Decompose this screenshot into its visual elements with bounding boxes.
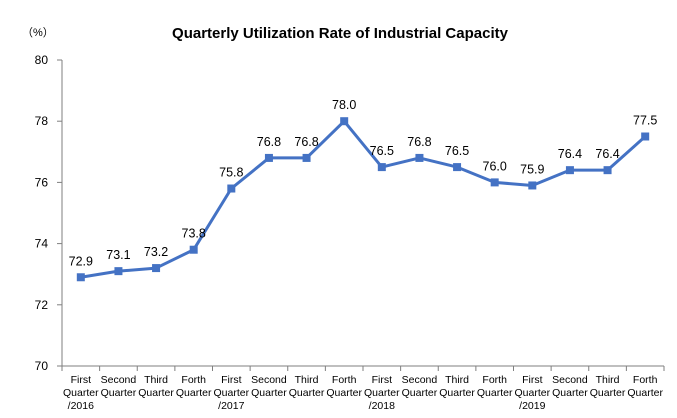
data-label: 72.9 (69, 254, 93, 268)
data-point (528, 181, 537, 190)
data-label: 73.2 (144, 245, 168, 259)
x-tick-label-line: /2017 (218, 400, 244, 412)
data-label: 76.8 (257, 135, 281, 149)
data-point (377, 163, 386, 172)
data-point (264, 153, 273, 162)
x-tick-label-line: First (71, 374, 91, 386)
x-tick-label-line: Quarter (176, 387, 212, 399)
data-labels: 72.9 73.1 73.2 73.8 75.8 76.8 76.8 78.0 76.5 76.8… (69, 98, 658, 268)
data-point (340, 117, 349, 126)
x-tick-label-line: Quarter (402, 387, 438, 399)
data-label: 76.4 (558, 147, 582, 161)
data-point (603, 166, 612, 175)
x-tick-label-line: Quarter (251, 387, 287, 399)
y-tick-label: 76 (35, 175, 49, 189)
y-tick-label: 80 (35, 53, 49, 67)
x-tick-label-line: Quarter (289, 387, 325, 399)
chart-title: Quarterly Utilization Rate of Industrial… (172, 25, 509, 42)
x-tick-label-line: Third (144, 374, 168, 386)
x-tick-label-line: /2016 (68, 400, 94, 412)
x-tick-label-line: Quarter (326, 387, 362, 399)
x-tick-label-line: Forth (633, 374, 658, 386)
x-tick-label-line: Quarter (439, 387, 475, 399)
x-tick-label-line: Forth (332, 374, 357, 386)
data-point (302, 153, 311, 162)
data-label: 75.8 (219, 166, 243, 180)
x-tick-label-line: Quarter (515, 387, 551, 399)
x-tick-label-line: Quarter (63, 387, 99, 399)
x-tick-label-line: Third (295, 374, 319, 386)
x-tick-label-line: Quarter (138, 387, 174, 399)
x-tick-label-line: Quarter (214, 387, 250, 399)
y-tick-label: 72 (35, 298, 49, 312)
chart-axes (61, 60, 664, 367)
x-tick-label-line: First (522, 374, 542, 386)
x-axis-ticks: FirstQuarter/2016SecondQuarterThirdQuart… (61, 366, 665, 412)
data-point (227, 184, 236, 193)
x-tick-label-line: Second (101, 374, 137, 386)
x-tick-label-line: /2019 (519, 400, 545, 412)
y-tick-label: 70 (35, 359, 49, 373)
x-tick-label-line: Forth (181, 374, 206, 386)
data-label: 75.9 (520, 162, 544, 176)
x-tick-label-line: Forth (482, 374, 507, 386)
data-point (565, 166, 574, 175)
data-label: 76.8 (294, 135, 318, 149)
data-point (490, 178, 499, 187)
data-label: 76.0 (483, 159, 507, 173)
data-label: 76.8 (407, 135, 431, 149)
x-tick-label-line: Second (402, 374, 438, 386)
y-tick-label: 78 (35, 114, 49, 128)
data-label: 78.0 (332, 98, 356, 112)
data-label: 73.1 (106, 248, 130, 262)
data-label: 76.4 (595, 147, 619, 161)
x-tick-label-line: Quarter (590, 387, 626, 399)
data-label: 73.8 (182, 227, 206, 241)
data-point (641, 132, 650, 141)
data-point (189, 245, 198, 254)
y-axis-ticks: 70 72 74 76 78 80 (35, 53, 62, 373)
x-tick-label-line: Second (552, 374, 588, 386)
x-tick-label-line: Second (251, 374, 287, 386)
x-tick-label-line: Third (596, 374, 620, 386)
data-point (453, 163, 462, 172)
x-tick-label-line: /2018 (369, 400, 395, 412)
data-label: 76.5 (445, 144, 469, 158)
series-line (76, 117, 650, 282)
series-line-path (80, 119, 647, 279)
x-tick-label-line: Quarter (101, 387, 137, 399)
y-axis-unit: （%） (22, 26, 54, 39)
y-tick-label: 74 (35, 237, 49, 251)
data-point (415, 153, 424, 162)
x-tick-label-line: First (221, 374, 241, 386)
data-label: 76.5 (370, 144, 394, 158)
data-point (152, 264, 161, 273)
x-tick-label-line: Quarter (552, 387, 588, 399)
data-label: 77.5 (633, 114, 657, 128)
data-point (76, 273, 85, 282)
x-tick-label-line: Third (445, 374, 469, 386)
x-tick-label-line: Quarter (364, 387, 400, 399)
x-tick-label-line: Quarter (627, 387, 663, 399)
x-tick-label-line: First (372, 374, 392, 386)
data-point (114, 267, 123, 276)
x-tick-label-line: Quarter (477, 387, 513, 399)
